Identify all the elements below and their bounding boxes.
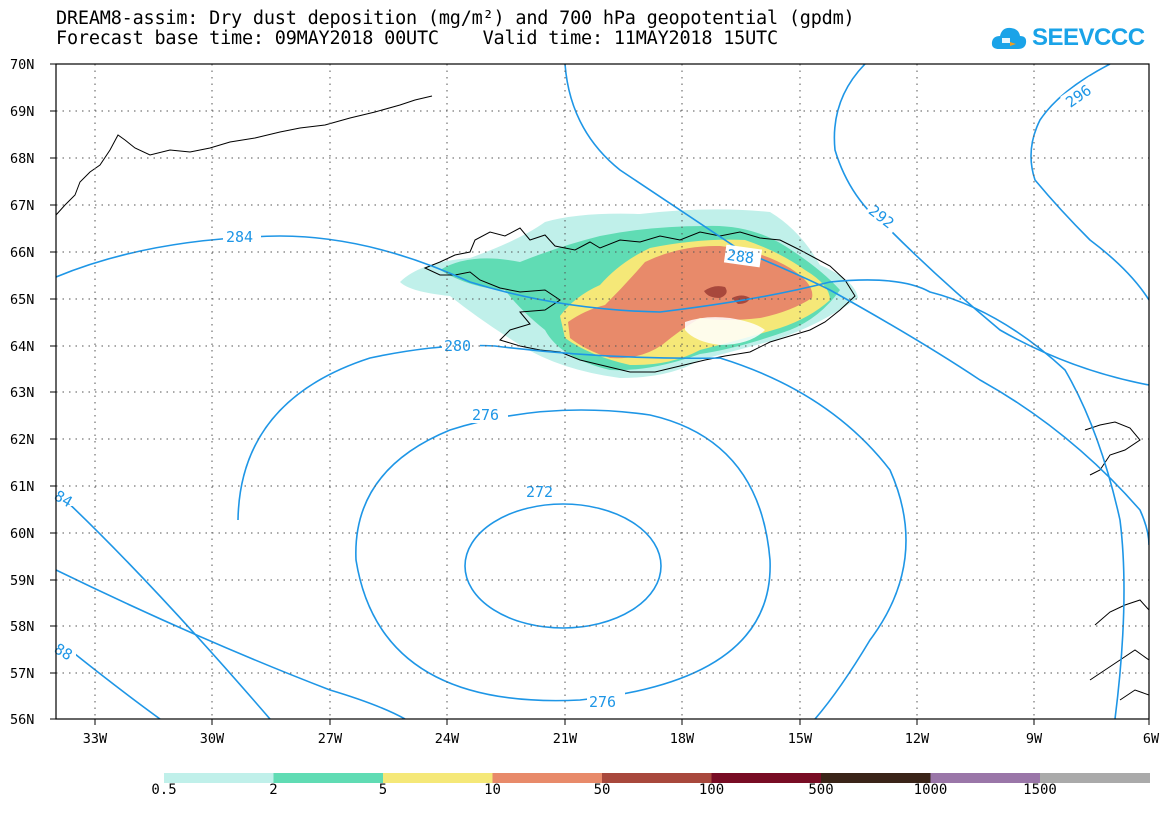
contour-label-280: 280 [444, 337, 471, 355]
lat-label-65n: 65N [10, 292, 34, 308]
dust-band-50a [704, 286, 727, 298]
colorbar-swatch-8 [1040, 773, 1150, 783]
colorbar-label-7: 1000 [913, 782, 948, 798]
contour-292 [833, 64, 1149, 386]
logo-text: SEEVCCC [1032, 24, 1145, 51]
colorbar-swatch-5 [711, 773, 822, 783]
longitude-labels: 33W 30W 27W 24W 21W 18W 15W 12W 9W 6W [83, 731, 1160, 747]
colorbar-label-2: 5 [378, 782, 388, 798]
contour-label-288: 288 [726, 246, 755, 268]
colorbar-swatch-7 [930, 773, 1041, 783]
lon-label-12w: 12W [905, 731, 930, 747]
tick-marks [50, 63, 1150, 725]
lon-label-30w: 30W [200, 731, 225, 747]
colorbar-label-1: 2 [269, 782, 278, 798]
chart-title-line2: Forecast base time: 09MAY2018 00UTC Vali… [56, 28, 778, 49]
lat-label-62n: 62N [10, 432, 34, 448]
lon-label-33w: 33W [83, 731, 108, 747]
lat-label-64n: 64N [10, 339, 34, 355]
colorbar-label-6: 500 [808, 782, 834, 798]
colorbar-label-3: 10 [484, 782, 501, 798]
scotland-coast-1 [1084, 421, 1141, 476]
colorbar-label-0: 0.5 [151, 782, 177, 798]
colorbar-label-8: 1500 [1023, 782, 1057, 798]
contour-labels: 288 284 280 276 272 276 292 296 84 88 [51, 76, 1100, 711]
lon-label-9w: 9W [1026, 731, 1043, 747]
coastlines [56, 95, 1149, 701]
colorbar-swatch-6 [821, 773, 931, 783]
iceland-coast [423, 227, 856, 373]
geopotential-contours [56, 64, 1149, 719]
lon-label-24w: 24W [435, 731, 460, 747]
contour-label-272: 272 [526, 483, 553, 501]
lat-label-61n: 61N [10, 479, 34, 495]
colorbar-swatch-4 [602, 773, 712, 783]
scotland-coast-2 [1089, 599, 1149, 701]
contour-272 [464, 503, 662, 629]
lon-label-18w: 18W [670, 731, 695, 747]
lat-label-59n: 59N [10, 573, 34, 589]
greenland-coast [56, 95, 433, 216]
contour-280 [237, 344, 907, 719]
lat-label-69n: 69N [10, 104, 34, 120]
contour-label-276-top: 276 [472, 406, 499, 424]
latitude-labels: 70N 69N 68N 67N 66N 65N 64N 63N 62N 61N … [10, 57, 34, 728]
colorbar-swatch-1 [273, 773, 384, 783]
contour-284-lower [59, 494, 271, 719]
lat-label-58n: 58N [10, 619, 34, 635]
contour-288 [56, 64, 1149, 719]
lat-label-67n: 67N [10, 198, 34, 214]
contour-276 [355, 409, 771, 702]
cloud-icon [991, 27, 1027, 49]
lat-label-56n: 56N [10, 712, 34, 728]
lon-label-21w: 21W [553, 731, 578, 747]
contour-288-lower [69, 649, 161, 719]
colorbar [164, 773, 1150, 783]
colorbar-label-4: 50 [593, 782, 611, 798]
contour-296 [1030, 64, 1149, 301]
lat-label-68n: 68N [10, 151, 34, 167]
dust-gap-white [685, 317, 765, 345]
dust-band-10 [568, 245, 813, 359]
graticule [56, 64, 1149, 719]
lon-label-15w: 15W [788, 731, 813, 747]
lat-label-70n: 70N [10, 57, 34, 73]
chart-title-line1: DREAM8-assim: Dry dust deposition (mg/m²… [56, 8, 855, 29]
colorbar-swatch-0 [164, 773, 274, 783]
colorbar-swatch-3 [492, 773, 603, 783]
lat-label-60n: 60N [10, 526, 34, 542]
lat-label-66n: 66N [10, 245, 34, 261]
contour-label-284: 284 [226, 228, 253, 246]
colorbar-label-5: 100 [698, 782, 725, 798]
lat-label-63n: 63N [10, 385, 34, 401]
lon-label-27w: 27W [318, 731, 343, 747]
lon-label-6w: 6W [1143, 731, 1160, 747]
seevccc-logo: SEEVCCC [990, 18, 1145, 58]
colorbar-swatch-2 [383, 773, 493, 783]
lat-label-57n: 57N [10, 666, 34, 682]
contour-label-276-bottom: 276 [589, 693, 616, 711]
